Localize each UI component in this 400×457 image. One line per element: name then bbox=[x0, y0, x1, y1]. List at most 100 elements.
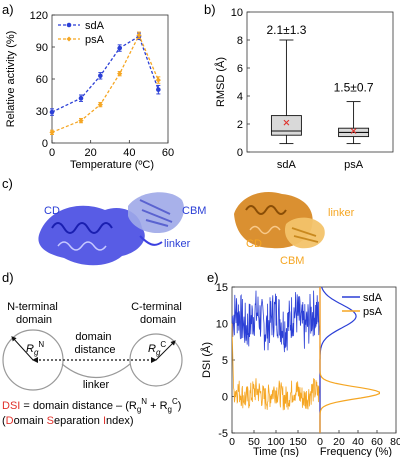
e-ytick-label: -5 bbox=[218, 428, 228, 440]
rg-c-label: RgC bbox=[148, 340, 166, 357]
rg-c-sub: g bbox=[156, 348, 161, 357]
a-point-psA bbox=[97, 102, 103, 108]
rg-n-arrow bbox=[11, 336, 34, 361]
b-mean-marker-psA bbox=[350, 128, 357, 134]
sdA-structure-image: CD CBM linker bbox=[38, 192, 206, 266]
rg-n-R: R bbox=[26, 343, 34, 355]
psA-linker-label: linker bbox=[328, 207, 355, 219]
dsi-expansion-eparation: eparation bbox=[54, 415, 103, 427]
panel-e-histogram-frame bbox=[319, 286, 397, 434]
e-timeseries-sdA bbox=[231, 290, 321, 353]
rg-n-sup: N bbox=[38, 340, 44, 349]
c-terminal-domain-line2: domain bbox=[140, 314, 176, 326]
panel-e-legend: sdA psA bbox=[342, 292, 383, 318]
panel-d-label: d) bbox=[2, 270, 14, 285]
dsi-formula: DSI = domain distance – (RgN + RgC) bbox=[2, 397, 181, 414]
a-point-sdA bbox=[78, 95, 84, 101]
b-box-sdA bbox=[270, 115, 302, 136]
psA-cbm-label: CBM bbox=[280, 255, 304, 267]
panel-a-label: a) bbox=[2, 2, 14, 17]
e-freq-tick-label: 60 bbox=[371, 436, 383, 448]
a-line-sdA bbox=[51, 35, 159, 113]
panel-a-legend: sdA psA bbox=[58, 20, 105, 46]
b-stat-label-sdA: 2.1±1.3 bbox=[266, 23, 306, 37]
psA-cd-helix bbox=[245, 205, 287, 215]
dsi-expansion-D: D bbox=[6, 415, 14, 427]
legend-psA-marker bbox=[66, 36, 72, 42]
panel-a: a) 0 30 60 90 120 0 20 40 60 Relative activity (… bbox=[2, 2, 174, 171]
e-freq-tick-label: 40 bbox=[352, 436, 364, 448]
dsi-expansion-open: ( bbox=[2, 415, 6, 427]
panel-b-ylabel: RMSD (Å) bbox=[214, 57, 227, 107]
dsi-formula-dsi: DSI bbox=[2, 400, 20, 412]
a-xtick-label: 40 bbox=[123, 147, 135, 159]
a-point-sdA bbox=[49, 109, 55, 115]
n-terminal-domain-label: N-terminal domain bbox=[7, 301, 61, 326]
dsi-expansion-ndex: ndex) bbox=[106, 415, 134, 427]
legend-e-sdA-label: sdA bbox=[363, 292, 383, 304]
b-ytick-label: 6 bbox=[237, 63, 243, 75]
e-histogram-psA bbox=[319, 287, 380, 433]
e-freq-tick-label: 20 bbox=[333, 436, 345, 448]
dsi-expansion-omain: omain bbox=[14, 415, 47, 427]
panel-e-series bbox=[231, 286, 380, 433]
a-point-psA bbox=[78, 118, 84, 124]
panel-b-boxes: 2.1±1.3 sdA 1.5±0.7 psA bbox=[266, 23, 373, 171]
e-timeseries-psA bbox=[231, 323, 321, 411]
sdA-linker-label: linker bbox=[164, 238, 191, 250]
e-histogram-sdA bbox=[319, 286, 357, 433]
c-terminal-domain-label: C-terminal domain bbox=[131, 301, 185, 326]
a-xtick-label: 60 bbox=[162, 147, 174, 159]
e-ytick-label: 5 bbox=[222, 355, 228, 367]
panel-c-label: c) bbox=[2, 176, 13, 191]
dsi-formula-plus: + R bbox=[147, 400, 168, 412]
psA-structure-image: CD CBM linker bbox=[234, 192, 355, 267]
legend-sdA-marker bbox=[66, 22, 72, 28]
e-ytick-label: 0 bbox=[222, 392, 228, 404]
b-ytick-label: 8 bbox=[237, 35, 243, 47]
a-ytick-label: 60 bbox=[36, 74, 48, 86]
dsi-formula-sup1: N bbox=[141, 397, 147, 406]
a-point-psA bbox=[136, 32, 142, 38]
n-terminal-domain-line1: N-terminal bbox=[7, 301, 58, 313]
panel-b-ticks: 0 2 4 6 8 10 bbox=[231, 7, 250, 159]
dsi-formula-sub1: g bbox=[137, 405, 141, 414]
b-ytick-label: 4 bbox=[237, 91, 243, 103]
dsi-formula-sup2: C bbox=[172, 397, 178, 406]
e-time-tick-label: 150 bbox=[289, 436, 307, 448]
e-time-tick-label: 100 bbox=[267, 436, 285, 448]
sdA-linker bbox=[139, 235, 163, 246]
panel-b-frame bbox=[246, 11, 394, 153]
legend-psA-label: psA bbox=[85, 34, 105, 46]
a-xtick-label: 0 bbox=[49, 147, 55, 159]
b-mean-marker-sdA bbox=[283, 119, 290, 126]
linker-label: linker bbox=[83, 379, 110, 391]
a-line-psA bbox=[51, 33, 159, 133]
a-point-sdA bbox=[117, 45, 122, 51]
panel-a-xlabel: Temperature (ºC) bbox=[70, 159, 154, 171]
e-freq-tick-label: 0 bbox=[317, 436, 323, 448]
a-ytick-label: 0 bbox=[42, 138, 48, 150]
linker-curve bbox=[61, 363, 131, 378]
e-time-tick-label: 0 bbox=[229, 436, 235, 448]
psA-cd-label: CD bbox=[246, 238, 262, 250]
dsi-formula-sub2: g bbox=[168, 405, 172, 414]
sdA-cd-domain bbox=[38, 205, 145, 266]
a-point-sdA bbox=[98, 73, 103, 79]
dsi-expansion-I: I bbox=[103, 415, 106, 427]
sdA-cbm-domain bbox=[128, 192, 185, 234]
b-ytick-label: 10 bbox=[231, 7, 243, 19]
a-ytick-label: 120 bbox=[30, 10, 48, 22]
legend-e-psA-label: psA bbox=[363, 306, 383, 318]
b-ytick-label: 0 bbox=[237, 147, 243, 159]
panel-a-ticks: 0 30 60 90 120 0 20 40 60 bbox=[30, 10, 174, 159]
panel-b-label: b) bbox=[204, 2, 216, 17]
psA-cd-helix-2 bbox=[249, 225, 281, 235]
panel-a-series bbox=[49, 31, 161, 135]
a-ytick-label: 30 bbox=[36, 106, 48, 118]
sdA-cd-helix bbox=[51, 222, 113, 234]
sdA-cd-label: CD bbox=[44, 205, 60, 217]
a-point-psA bbox=[117, 71, 123, 77]
sdA-cbm-sheet bbox=[139, 199, 173, 227]
